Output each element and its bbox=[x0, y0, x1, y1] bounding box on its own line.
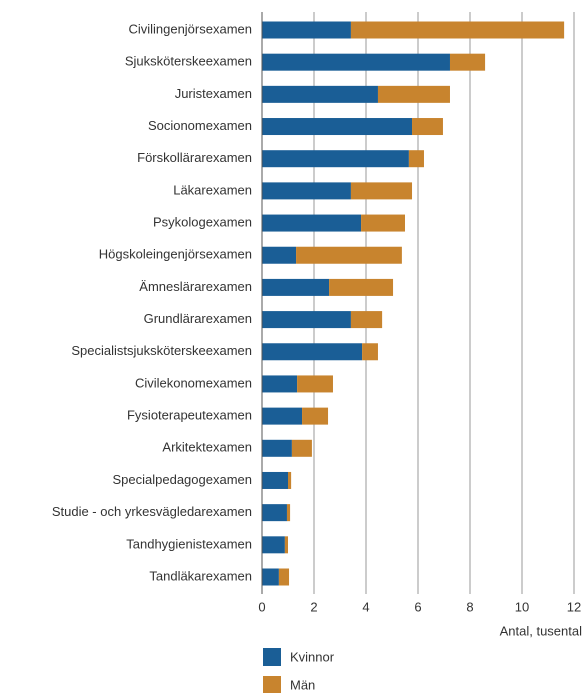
bar bbox=[288, 471, 292, 489]
y-tick-label: Arkitektexamen bbox=[162, 440, 252, 455]
bar bbox=[302, 407, 329, 425]
y-tick-label: Sjuksköterskeexamen bbox=[125, 54, 252, 69]
bar bbox=[449, 53, 486, 71]
bar bbox=[296, 246, 402, 264]
bar bbox=[262, 471, 288, 489]
x-tick-label: 12 bbox=[567, 599, 581, 614]
y-tick-label: Högskoleingenjörsexamen bbox=[99, 247, 252, 262]
bar bbox=[262, 246, 297, 264]
x-tick-label: 0 bbox=[258, 599, 265, 614]
y-tick-label: Socionomexamen bbox=[148, 118, 252, 133]
bar bbox=[262, 536, 285, 554]
bar bbox=[262, 214, 362, 232]
y-tick-label: Juristexamen bbox=[175, 86, 252, 101]
bar bbox=[262, 343, 363, 361]
bar bbox=[329, 278, 394, 296]
bar bbox=[350, 21, 565, 39]
y-tick-label: Förskollärarexamen bbox=[137, 150, 252, 165]
x-tick-label: 8 bbox=[466, 599, 473, 614]
bar bbox=[262, 439, 292, 457]
legend-swatch bbox=[263, 676, 281, 693]
bar bbox=[262, 85, 378, 103]
x-tick-label: 10 bbox=[515, 599, 529, 614]
y-tick-label: Civilekonomexamen bbox=[135, 375, 252, 390]
y-tick-label: Specialpedagogexamen bbox=[113, 472, 253, 487]
legend-swatch bbox=[263, 648, 281, 666]
x-tick-label: 2 bbox=[310, 599, 317, 614]
bar bbox=[262, 504, 287, 522]
legend-label: Kvinnor bbox=[290, 649, 335, 664]
bar bbox=[262, 182, 351, 200]
x-tick-label: 6 bbox=[414, 599, 421, 614]
legend-label: Män bbox=[290, 677, 315, 692]
bar bbox=[291, 439, 312, 457]
x-axis-label: Antal, tusental bbox=[500, 623, 582, 638]
bar bbox=[262, 311, 351, 329]
bar bbox=[262, 278, 330, 296]
bar bbox=[286, 504, 291, 522]
bar bbox=[412, 118, 443, 136]
x-tick-label: 4 bbox=[362, 599, 369, 614]
y-tick-label: Tandläkarexamen bbox=[149, 568, 252, 583]
y-tick-label: Tandhygienistexamen bbox=[126, 536, 252, 551]
y-tick-label: Läkarexamen bbox=[173, 182, 252, 197]
bar bbox=[262, 375, 298, 393]
bar bbox=[262, 21, 351, 39]
y-tick-label: Specialistsjuksköterskeexamen bbox=[71, 343, 252, 358]
y-tick-label: Studie - och yrkesvägledarexamen bbox=[52, 504, 252, 519]
y-tick-label: Ämneslärarexamen bbox=[139, 279, 252, 294]
y-tick-label: Civilingenjörsexamen bbox=[128, 21, 252, 36]
bar bbox=[297, 375, 333, 393]
bar bbox=[262, 150, 409, 168]
bar bbox=[278, 568, 290, 586]
bar bbox=[408, 150, 424, 168]
bar bbox=[361, 214, 405, 232]
y-tick-label: Grundlärarexamen bbox=[144, 311, 252, 326]
bar bbox=[350, 182, 413, 200]
bar bbox=[262, 53, 450, 71]
bar bbox=[362, 343, 378, 361]
bar bbox=[262, 568, 279, 586]
y-tick-label: Psykologexamen bbox=[153, 214, 252, 229]
bar bbox=[262, 118, 413, 136]
bar bbox=[284, 536, 288, 554]
y-tick-label: Fysioterapeutexamen bbox=[127, 408, 252, 423]
bar bbox=[350, 311, 383, 329]
bar bbox=[377, 85, 450, 103]
bar bbox=[262, 407, 303, 425]
